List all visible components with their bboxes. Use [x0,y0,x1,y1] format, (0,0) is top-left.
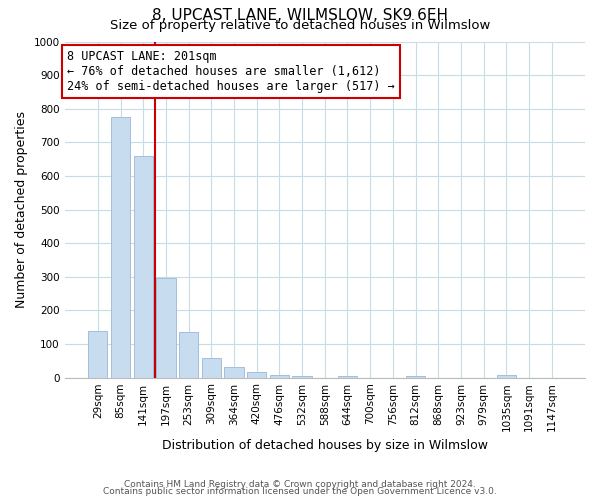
Bar [88,330,107,378]
Bar [497,375,516,378]
Bar [134,156,153,378]
Text: 8 UPCAST LANE: 201sqm
← 76% of detached houses are smaller (1,612)
24% of semi-d: 8 UPCAST LANE: 201sqm ← 76% of detached … [67,50,395,93]
Y-axis label: Number of detached properties: Number of detached properties [15,111,28,308]
Bar [179,332,198,378]
Text: Contains HM Land Registry data © Crown copyright and database right 2024.: Contains HM Land Registry data © Crown c… [124,480,476,489]
X-axis label: Distribution of detached houses by size in Wilmslow: Distribution of detached houses by size … [162,440,488,452]
Bar [406,376,425,378]
Text: Contains public sector information licensed under the Open Government Licence v3: Contains public sector information licen… [103,487,497,496]
Bar [247,372,266,378]
Bar [202,358,221,378]
Bar [270,375,289,378]
Bar [111,117,130,378]
Bar [338,376,357,378]
Bar [156,278,176,378]
Bar [292,376,312,378]
Text: Size of property relative to detached houses in Wilmslow: Size of property relative to detached ho… [110,18,490,32]
Text: 8, UPCAST LANE, WILMSLOW, SK9 6EH: 8, UPCAST LANE, WILMSLOW, SK9 6EH [152,8,448,23]
Bar [224,367,244,378]
